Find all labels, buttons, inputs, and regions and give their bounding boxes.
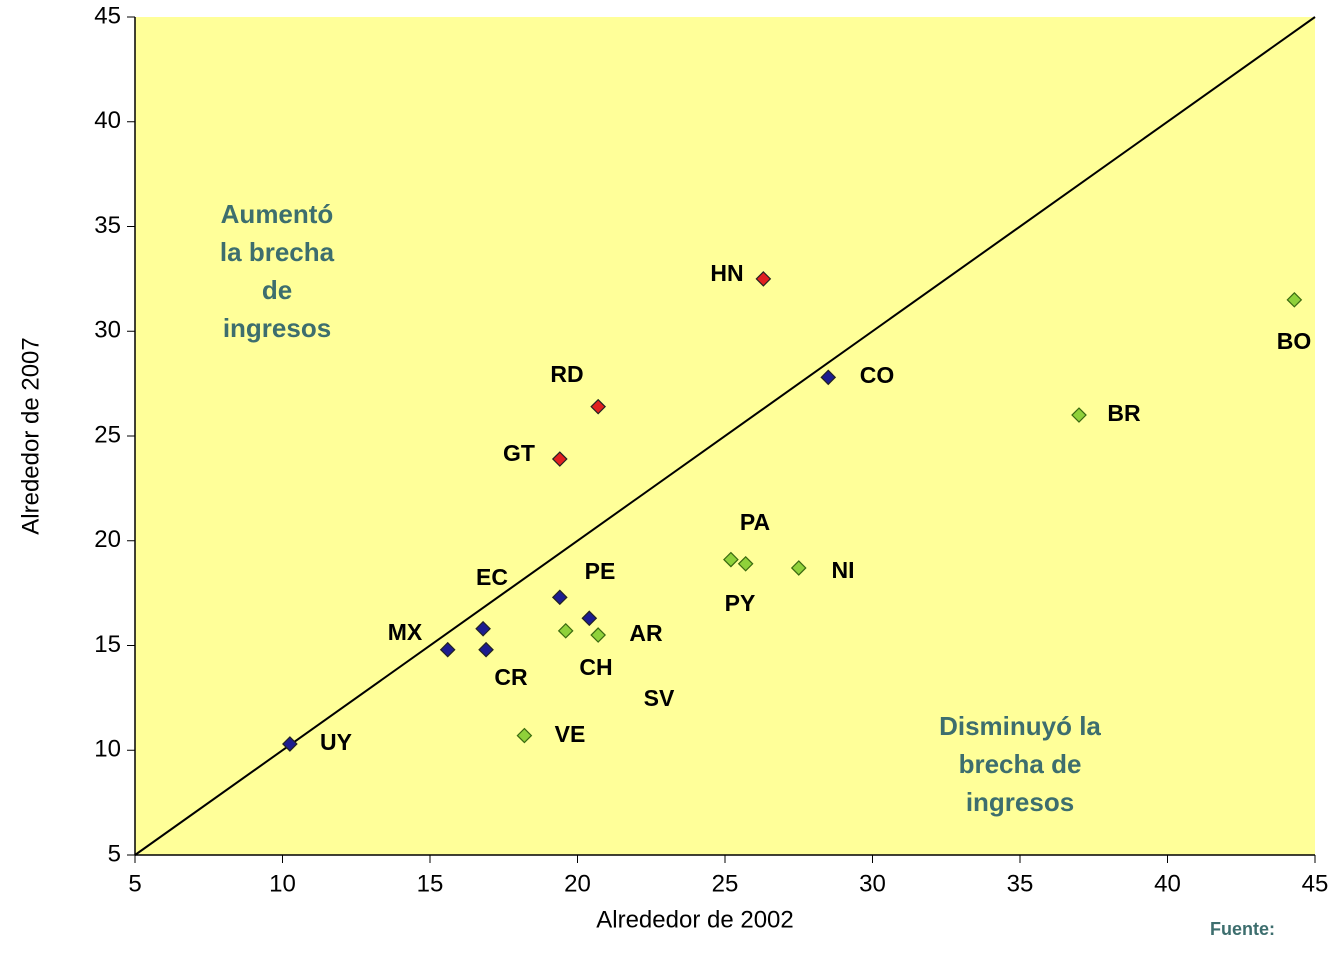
x-tick-label: 10 xyxy=(269,870,296,897)
y-tick-label: 30 xyxy=(94,317,121,344)
point xyxy=(755,271,772,287)
y-tick-label: 10 xyxy=(94,736,121,763)
diagonal xyxy=(134,16,1316,856)
x-tick-label: 45 xyxy=(1302,870,1329,897)
point-label: BO xyxy=(1277,328,1312,354)
point-label: UY xyxy=(320,729,352,755)
point-label: SV xyxy=(644,685,675,711)
x-tick-label: 5 xyxy=(128,870,141,897)
point-label: HN xyxy=(710,260,743,286)
point xyxy=(790,560,807,576)
point xyxy=(590,398,606,415)
x-tick-label: 20 xyxy=(564,870,591,897)
source: Fuente: xyxy=(1210,919,1275,939)
point-label: RD xyxy=(550,361,583,387)
point xyxy=(282,736,298,752)
y-tick-label: 25 xyxy=(94,421,121,448)
point-label: MX xyxy=(388,619,423,645)
point-label: PY xyxy=(725,590,756,616)
point-label: CO xyxy=(860,362,895,388)
annotation: la brecha xyxy=(220,237,335,267)
point-label: GT xyxy=(503,440,535,466)
y-tick-label: 45 xyxy=(94,2,121,29)
x-tick-label: 30 xyxy=(859,870,886,897)
point xyxy=(551,589,568,606)
point xyxy=(516,727,533,744)
point-label: PE xyxy=(585,558,616,584)
y-tick-label: 40 xyxy=(94,107,121,134)
point-label: CR xyxy=(494,664,528,690)
point-label: VE xyxy=(555,721,586,747)
point xyxy=(478,641,494,658)
point xyxy=(551,451,568,467)
point-label: NI xyxy=(832,557,855,583)
annotation: ingresos xyxy=(223,313,331,343)
point xyxy=(581,610,598,627)
point xyxy=(439,641,456,658)
point xyxy=(590,627,606,643)
point xyxy=(723,551,739,568)
y-axis-label: Alrededor de 2007 xyxy=(17,337,44,534)
point-label: PA xyxy=(740,509,770,535)
x-tick-label: 40 xyxy=(1154,870,1181,897)
point-label: BR xyxy=(1107,400,1141,426)
point xyxy=(1071,407,1087,423)
annotation: brecha de xyxy=(959,749,1082,779)
y-tick-label: 20 xyxy=(94,526,121,553)
x-tick-label: 35 xyxy=(1007,870,1034,897)
y-tick-label: 35 xyxy=(94,212,121,239)
point xyxy=(737,555,754,572)
point xyxy=(557,622,574,639)
point xyxy=(1286,291,1303,308)
point-label: CH xyxy=(579,654,612,680)
x-tick-label: 25 xyxy=(712,870,739,897)
point-label: EC xyxy=(476,564,508,590)
annotation: de xyxy=(262,275,292,305)
point xyxy=(820,369,837,386)
annotation: Disminuyó la xyxy=(939,711,1101,741)
annotation: ingresos xyxy=(966,787,1074,817)
y-tick-label: 5 xyxy=(108,840,121,867)
point xyxy=(475,620,491,637)
x-axis-label: Alrededor de 2002 xyxy=(596,906,793,933)
annotation: Aumentó xyxy=(221,199,334,229)
point-label: AR xyxy=(629,620,663,646)
y-tick-label: 15 xyxy=(94,631,121,658)
x-tick-label: 15 xyxy=(417,870,444,897)
